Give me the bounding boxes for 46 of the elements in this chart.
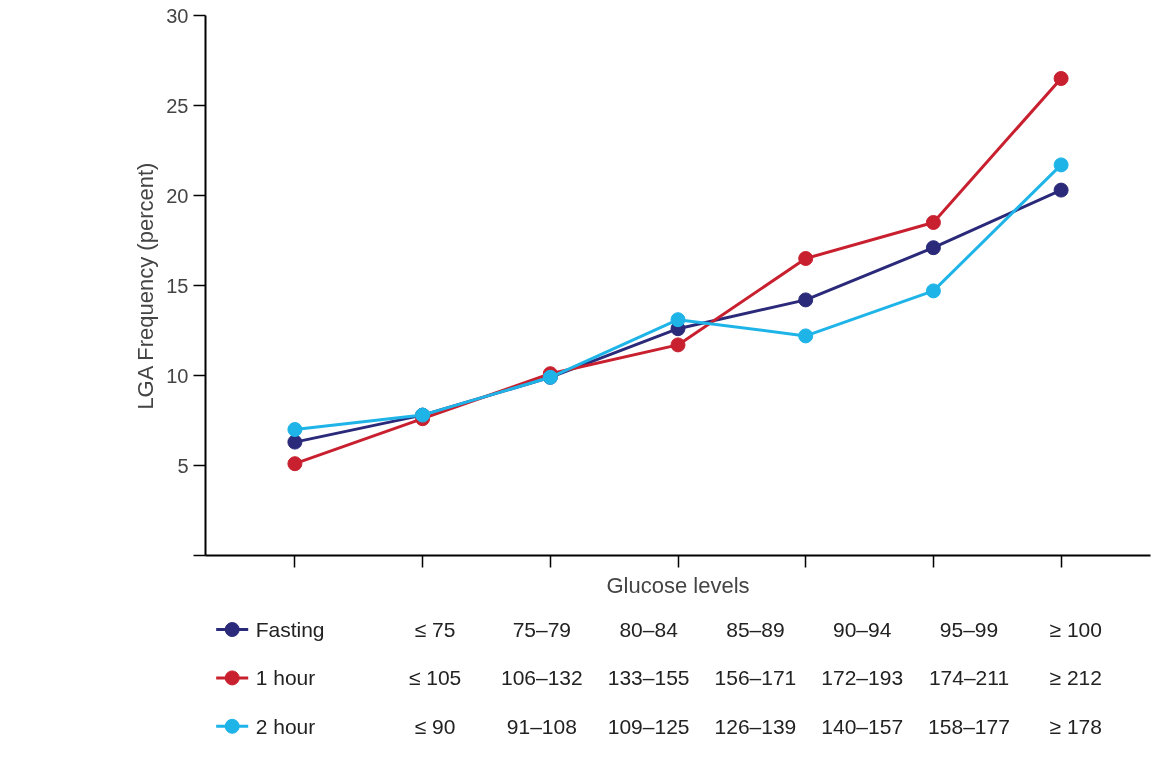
text: ≥ 100 xyxy=(1049,618,1102,642)
y-tick-label: 5 xyxy=(177,454,189,477)
point xyxy=(798,292,814,308)
text: 75–79 xyxy=(512,618,572,642)
point xyxy=(798,328,814,344)
text: 158–177 xyxy=(928,714,1010,738)
y-tick-label: 30 xyxy=(166,4,189,27)
legend-label: 1 hour xyxy=(255,666,316,690)
point xyxy=(925,240,941,256)
point xyxy=(287,456,303,472)
point xyxy=(287,422,303,437)
y-tick-label: 20 xyxy=(166,184,189,207)
text: 85–89 xyxy=(726,618,785,642)
y-tick-label: 25 xyxy=(166,94,189,117)
text: 140–157 xyxy=(821,714,904,738)
point xyxy=(287,434,303,450)
y-tick-label: 15 xyxy=(166,274,189,297)
text: 106–132 xyxy=(500,666,583,690)
text: 80–84 xyxy=(619,618,679,642)
text: ≤ 105 xyxy=(408,666,462,690)
text: 174–211 xyxy=(928,666,1010,690)
point xyxy=(1053,157,1069,173)
point xyxy=(1053,71,1069,86)
text: 172–193 xyxy=(821,666,904,690)
legend-label: Fasting xyxy=(255,618,325,642)
text: ≥ 178 xyxy=(1049,714,1102,738)
text: 156–171 xyxy=(714,666,797,690)
text: ≤ 90 xyxy=(414,714,456,738)
text: 109–125 xyxy=(607,714,690,738)
point xyxy=(925,283,941,299)
point xyxy=(1053,182,1069,198)
x-axis-title: Glucose levels xyxy=(606,572,750,598)
point xyxy=(925,215,941,230)
point xyxy=(670,312,686,328)
text: 90–94 xyxy=(833,618,892,642)
point xyxy=(670,337,686,353)
text: ≤ 75 xyxy=(414,618,456,642)
text: 91–108 xyxy=(506,714,577,738)
text: 95–99 xyxy=(939,618,999,642)
text: 126–139 xyxy=(714,714,797,738)
legend-label: 2 hour xyxy=(255,714,316,738)
text: 133–155 xyxy=(607,666,690,690)
text: ≥ 212 xyxy=(1049,666,1102,690)
y-tick-label: 10 xyxy=(166,364,189,387)
point xyxy=(798,251,814,266)
y-axis-title: LGA Frequency (percent) xyxy=(133,162,159,410)
